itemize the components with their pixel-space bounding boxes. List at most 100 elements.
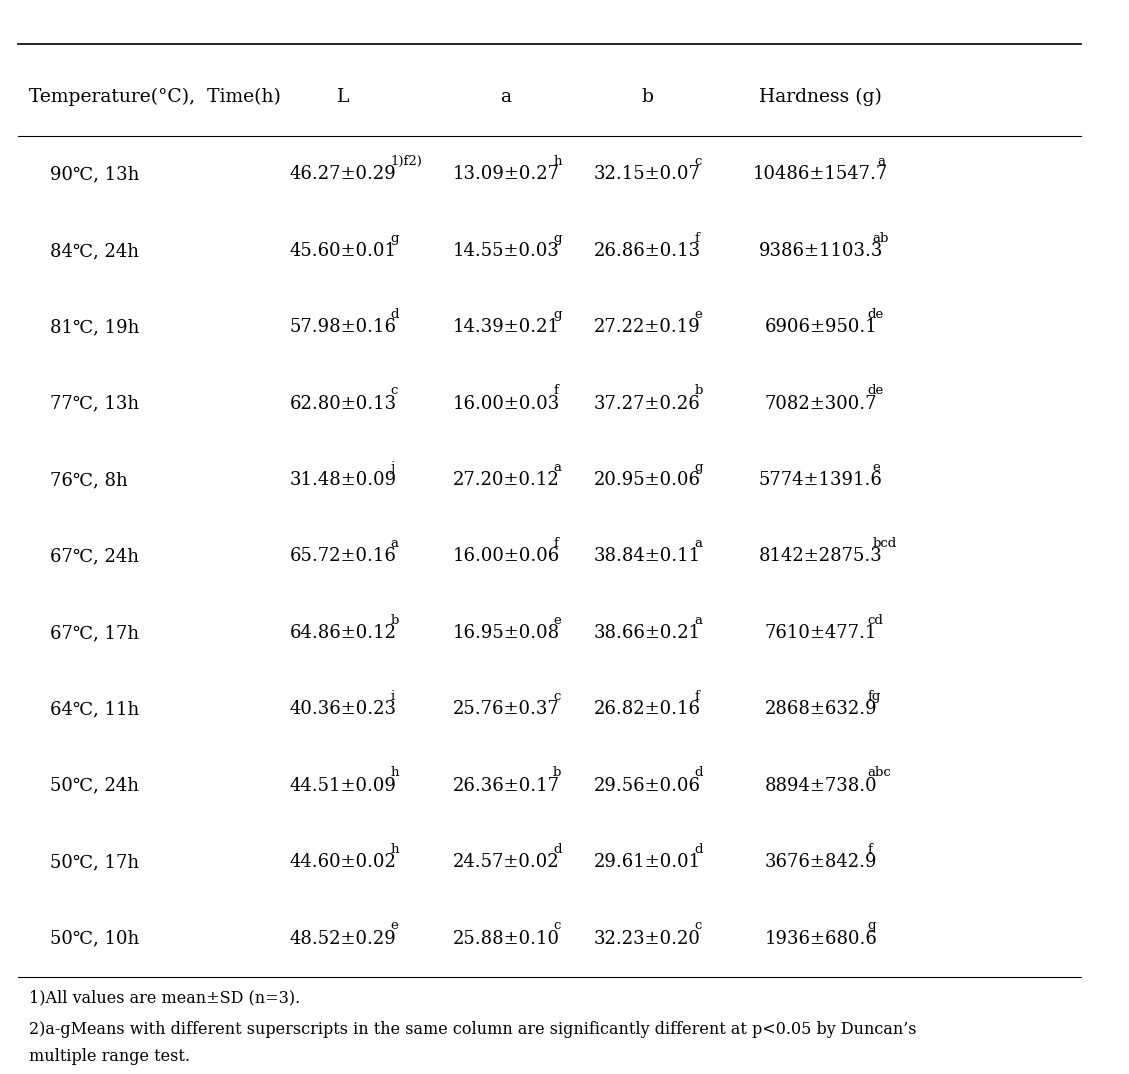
Text: d: d — [694, 843, 702, 856]
Text: 1936±680.6: 1936±680.6 — [764, 929, 877, 947]
Text: b: b — [694, 384, 702, 397]
Text: 65.72±0.16: 65.72±0.16 — [290, 548, 396, 566]
Text: h: h — [391, 767, 399, 780]
Text: a: a — [877, 156, 885, 169]
Text: 77℃, 13h: 77℃, 13h — [51, 394, 140, 412]
Text: b: b — [641, 88, 654, 106]
Text: a: a — [694, 613, 702, 627]
Text: bcd: bcd — [873, 537, 896, 550]
Text: 8142±2875.3: 8142±2875.3 — [759, 548, 883, 566]
Text: 32.23±0.20: 32.23±0.20 — [594, 929, 701, 947]
Text: 7610±477.1: 7610±477.1 — [764, 624, 877, 642]
Text: 16.95±0.08: 16.95±0.08 — [453, 624, 560, 642]
Text: 16.00±0.03: 16.00±0.03 — [453, 394, 560, 412]
Text: Temperature(°C),  Time(h): Temperature(°C), Time(h) — [28, 88, 280, 106]
Text: g: g — [694, 461, 702, 474]
Text: g: g — [553, 308, 561, 321]
Text: c: c — [553, 691, 560, 703]
Text: b: b — [391, 613, 399, 627]
Text: 27.20±0.12: 27.20±0.12 — [453, 471, 560, 489]
Text: h: h — [391, 843, 399, 856]
Text: 7082±300.7: 7082±300.7 — [764, 394, 877, 412]
Text: 27.22±0.19: 27.22±0.19 — [594, 318, 700, 336]
Text: f: f — [553, 537, 558, 550]
Text: 8894±738.0: 8894±738.0 — [764, 777, 877, 795]
Text: 46.27±0.29: 46.27±0.29 — [290, 165, 396, 184]
Text: e: e — [694, 308, 702, 321]
Text: 2)a-gMeans with different superscripts in the same column are significantly diff: 2)a-gMeans with different superscripts i… — [28, 1021, 916, 1039]
Text: cd: cd — [868, 613, 884, 627]
Text: 50℃, 24h: 50℃, 24h — [51, 777, 139, 795]
Text: 25.88±0.10: 25.88±0.10 — [453, 929, 560, 947]
Text: 14.55±0.03: 14.55±0.03 — [453, 242, 560, 260]
Text: f: f — [694, 691, 699, 703]
Text: multiple range test.: multiple range test. — [28, 1048, 190, 1064]
Text: fg: fg — [868, 691, 881, 703]
Text: b: b — [553, 767, 561, 780]
Text: 50℃, 17h: 50℃, 17h — [51, 853, 140, 871]
Text: 9386±1103.3: 9386±1103.3 — [759, 242, 883, 260]
Text: 10486±1547.7: 10486±1547.7 — [753, 165, 889, 184]
Text: de: de — [868, 384, 884, 397]
Text: 84℃, 24h: 84℃, 24h — [51, 242, 139, 260]
Text: a: a — [500, 88, 511, 106]
Text: 31.48±0.09: 31.48±0.09 — [290, 471, 397, 489]
Text: 14.39±0.21: 14.39±0.21 — [453, 318, 560, 336]
Text: 81℃, 19h: 81℃, 19h — [51, 318, 140, 336]
Text: 3676±842.9: 3676±842.9 — [764, 853, 877, 871]
Text: 26.82±0.16: 26.82±0.16 — [594, 700, 701, 719]
Text: 1)f2): 1)f2) — [391, 156, 422, 169]
Text: abc: abc — [868, 767, 892, 780]
Text: 2868±632.9: 2868±632.9 — [764, 700, 877, 719]
Text: 38.66±0.21: 38.66±0.21 — [594, 624, 701, 642]
Text: 45.60±0.01: 45.60±0.01 — [290, 242, 396, 260]
Text: 57.98±0.16: 57.98±0.16 — [290, 318, 396, 336]
Text: 44.60±0.02: 44.60±0.02 — [290, 853, 396, 871]
Text: 29.61±0.01: 29.61±0.01 — [594, 853, 701, 871]
Text: a: a — [694, 537, 702, 550]
Text: 20.95±0.06: 20.95±0.06 — [594, 471, 701, 489]
Text: f: f — [553, 384, 558, 397]
Text: d: d — [553, 843, 561, 856]
Text: 29.56±0.06: 29.56±0.06 — [594, 777, 701, 795]
Text: e: e — [873, 461, 881, 474]
Text: 1)All values are mean±SD (n=3).: 1)All values are mean±SD (n=3). — [28, 989, 300, 1006]
Text: 67℃, 24h: 67℃, 24h — [51, 548, 139, 566]
Text: 76℃, 8h: 76℃, 8h — [51, 471, 128, 489]
Text: 26.36±0.17: 26.36±0.17 — [453, 777, 560, 795]
Text: 13.09±0.27: 13.09±0.27 — [453, 165, 560, 184]
Text: f: f — [694, 232, 699, 245]
Text: 62.80±0.13: 62.80±0.13 — [290, 394, 397, 412]
Text: 64.86±0.12: 64.86±0.12 — [290, 624, 396, 642]
Text: i: i — [391, 691, 394, 703]
Text: Hardness (g): Hardness (g) — [760, 88, 882, 106]
Text: 32.15±0.07: 32.15±0.07 — [594, 165, 701, 184]
Text: L: L — [338, 88, 350, 106]
Text: a: a — [391, 537, 399, 550]
Text: c: c — [694, 919, 701, 932]
Text: g: g — [868, 919, 876, 932]
Text: 6906±950.1: 6906±950.1 — [764, 318, 877, 336]
Text: a: a — [553, 461, 561, 474]
Text: ab: ab — [873, 232, 889, 245]
Text: 26.86±0.13: 26.86±0.13 — [594, 242, 701, 260]
Text: 67℃, 17h: 67℃, 17h — [51, 624, 140, 642]
Text: g: g — [553, 232, 561, 245]
Text: c: c — [391, 384, 397, 397]
Text: de: de — [868, 308, 884, 321]
Text: 37.27±0.26: 37.27±0.26 — [594, 394, 700, 412]
Text: c: c — [694, 156, 701, 169]
Text: 5774±1391.6: 5774±1391.6 — [759, 471, 883, 489]
Text: f: f — [868, 843, 873, 856]
Text: 16.00±0.06: 16.00±0.06 — [453, 548, 560, 566]
Text: 50℃, 10h: 50℃, 10h — [51, 929, 140, 947]
Text: e: e — [553, 613, 561, 627]
Text: 40.36±0.23: 40.36±0.23 — [290, 700, 396, 719]
Text: 24.57±0.02: 24.57±0.02 — [453, 853, 559, 871]
Text: c: c — [553, 919, 560, 932]
Text: e: e — [391, 919, 399, 932]
Text: 38.84±0.11: 38.84±0.11 — [594, 548, 701, 566]
Text: 25.76±0.37: 25.76±0.37 — [453, 700, 560, 719]
Text: d: d — [391, 308, 399, 321]
Text: 48.52±0.29: 48.52±0.29 — [290, 929, 396, 947]
